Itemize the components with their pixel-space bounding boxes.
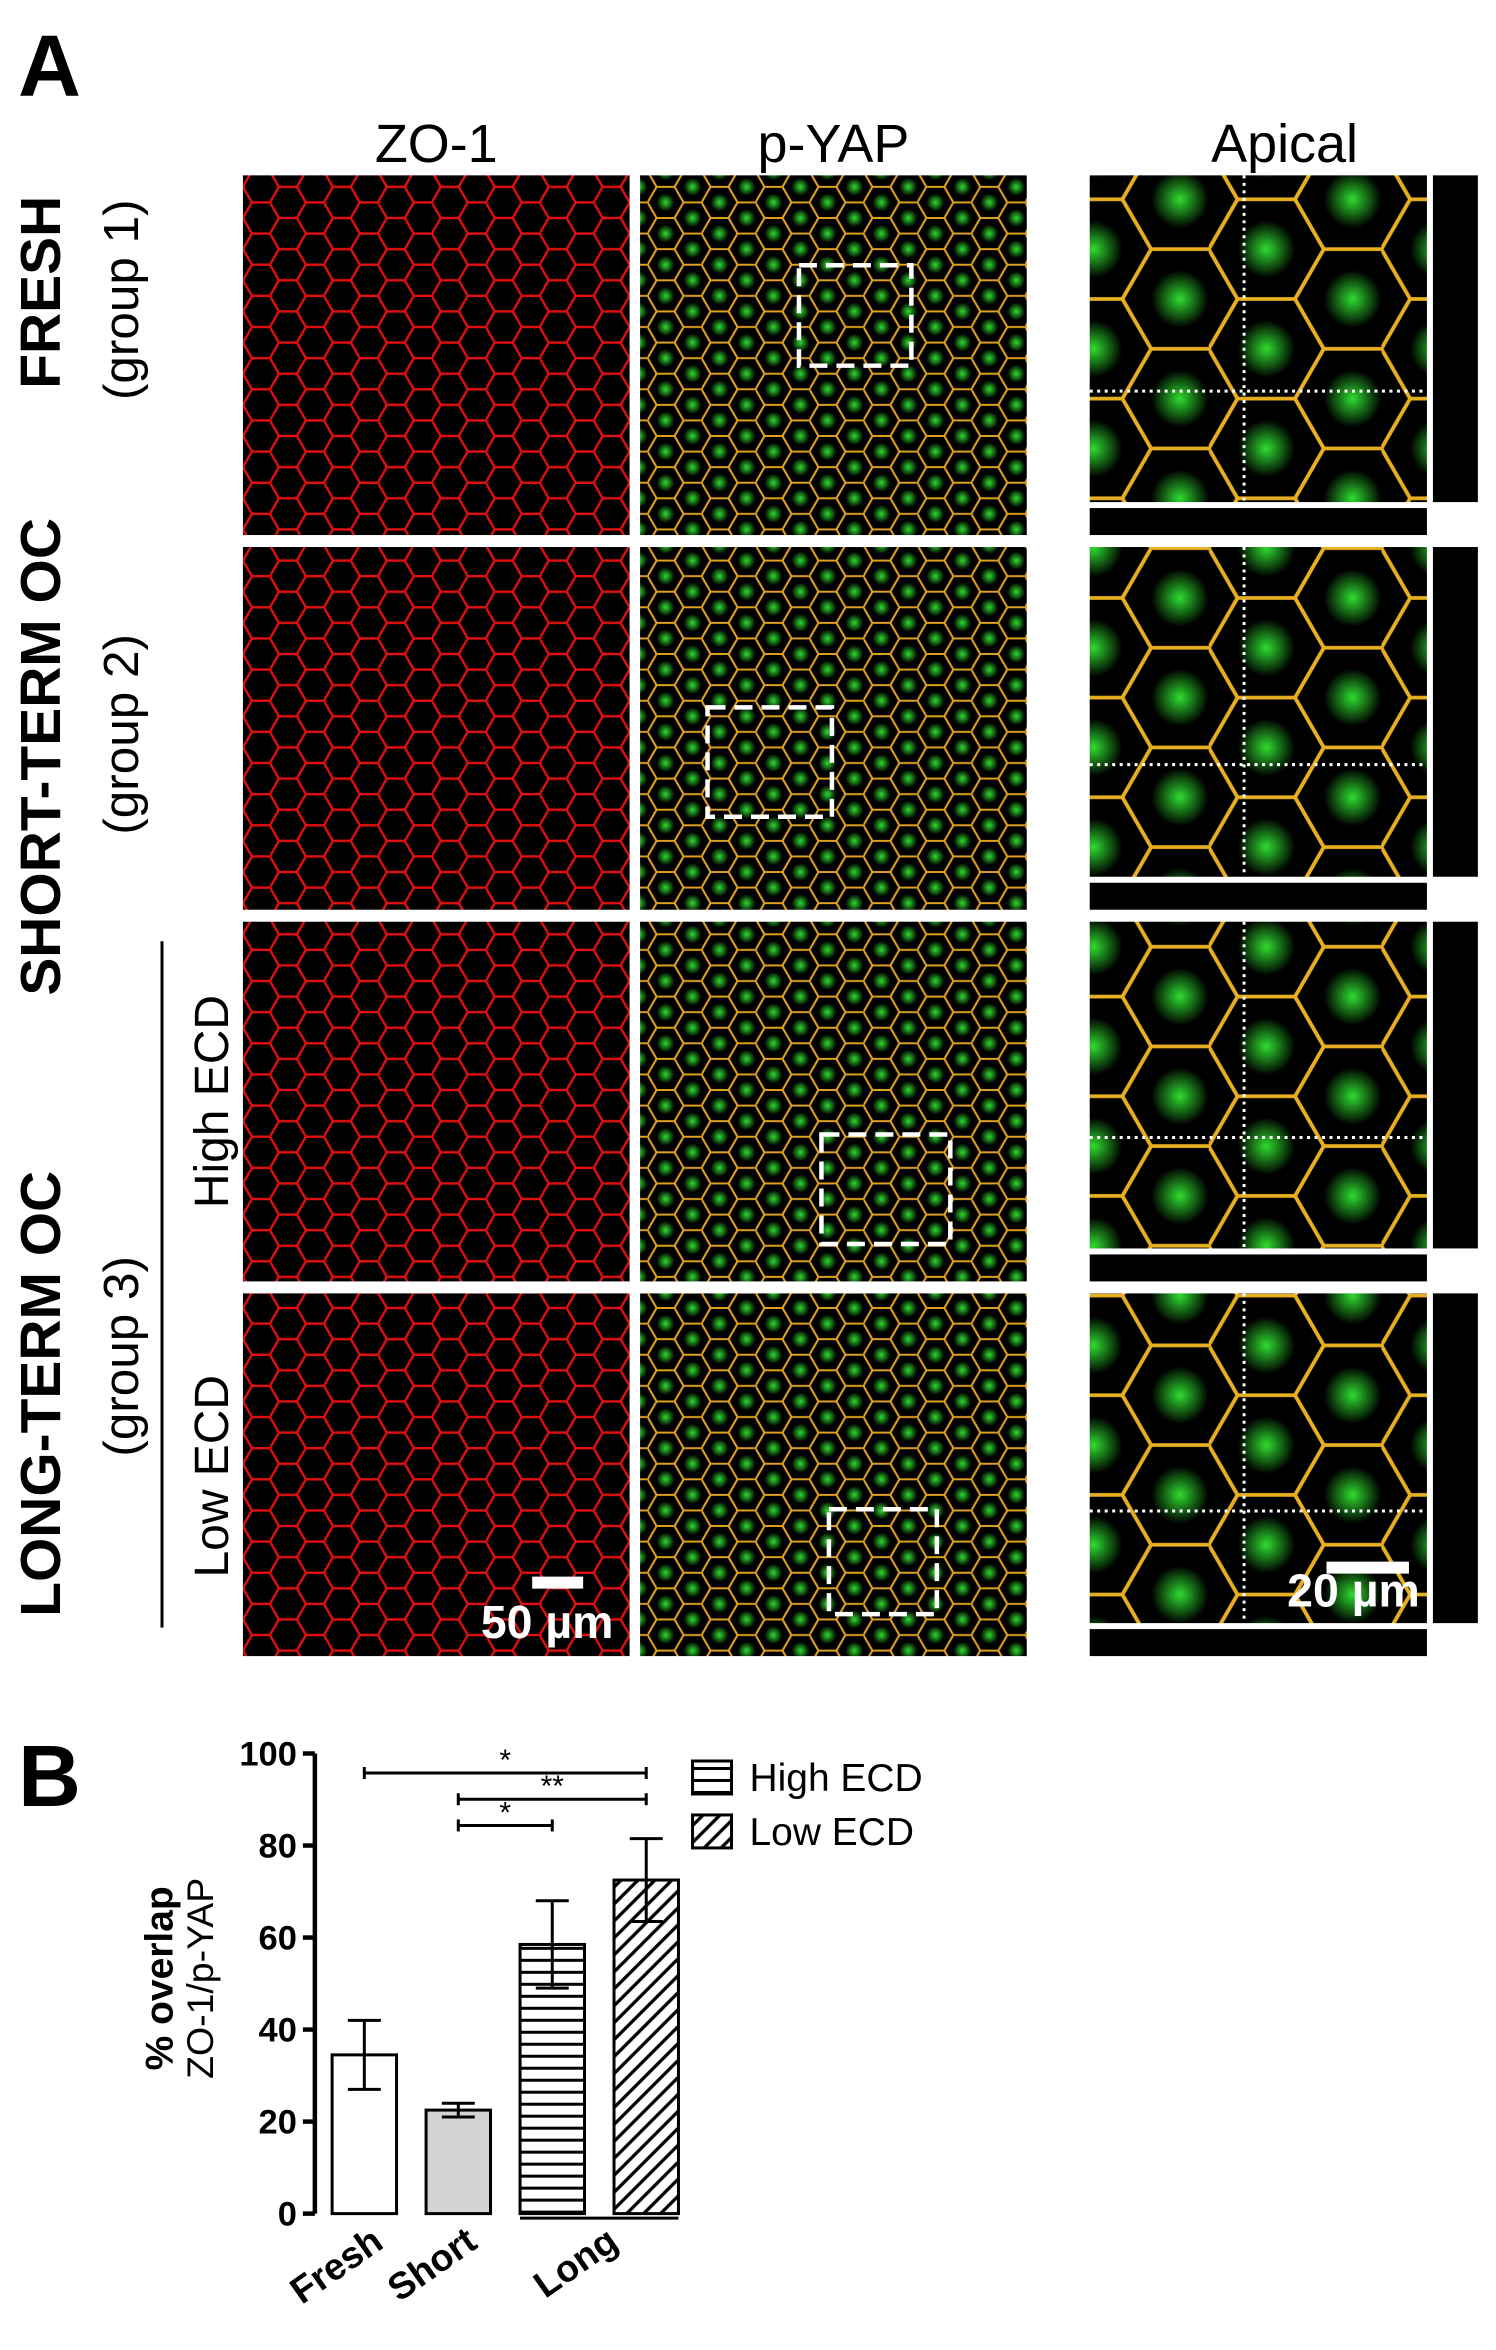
legend-label: High ECD — [749, 1757, 922, 1800]
micrograph-pyap — [640, 175, 1027, 536]
significance-label: * — [499, 1744, 511, 1777]
group-title: FRESH — [9, 196, 73, 389]
bar — [424, 2108, 493, 2216]
y-tick-label: 0 — [278, 2196, 297, 2234]
orthogonal-bottom — [1089, 882, 1427, 910]
bar — [330, 2053, 399, 2216]
subgroup-label: Low ECD — [186, 1375, 239, 1577]
orthogonal-side — [1432, 175, 1478, 503]
micrograph-zo1 — [242, 175, 630, 536]
y-axis-label: ZO-1/p-YAP — [179, 1878, 221, 2079]
column-header: Apical — [1211, 114, 1358, 174]
scale-bar-label: 20 µm — [1287, 1565, 1420, 1617]
legend-swatch — [691, 1759, 734, 1796]
column-header: ZO-1 — [375, 114, 498, 174]
bar — [612, 1878, 680, 2216]
y-tick-label: 100 — [239, 1735, 297, 1773]
zoom-box — [819, 1132, 953, 1247]
micrograph-zo1 — [242, 1293, 630, 1657]
group-subtitle: (group 3) — [94, 1256, 149, 1457]
zoom-box — [796, 263, 914, 368]
panel-label: A — [18, 18, 81, 115]
group-subtitle: (group 2) — [94, 634, 149, 835]
y-tick-label: 80 — [259, 1828, 297, 1866]
scale-bar-label: 50 µm — [481, 1596, 614, 1648]
orthogonal-bottom — [1089, 1629, 1427, 1657]
column-header: p-YAP — [757, 114, 909, 174]
micrograph-apical — [1089, 921, 1427, 1249]
y-tick-label: 40 — [259, 2012, 297, 2050]
x-tick-label: Short — [380, 2218, 485, 2309]
micrograph-zo1 — [242, 547, 630, 910]
micrograph-apical — [1089, 175, 1427, 503]
y-tick-label: 20 — [259, 2104, 297, 2142]
subgroup-label: High ECD — [186, 995, 239, 1208]
zoom-box — [826, 1506, 940, 1617]
zoom-box — [705, 705, 835, 820]
group-subtitle: (group 1) — [94, 199, 149, 400]
panel-label: B — [18, 1728, 81, 1825]
orthogonal-bottom — [1089, 508, 1427, 536]
orthogonal-side — [1432, 921, 1478, 1249]
micrographs — [242, 175, 1478, 1657]
group-title: SHORT-TERM OC — [9, 518, 73, 996]
significance-label: * — [499, 1796, 511, 1829]
micrograph-zo1 — [242, 921, 630, 1282]
legend-label: Low ECD — [749, 1811, 914, 1854]
micrograph-pyap — [640, 921, 1027, 1282]
orthogonal-side — [1432, 1293, 1478, 1624]
x-tick-label: Fresh — [282, 2219, 390, 2312]
micrograph-pyap — [640, 1293, 1027, 1657]
legend-swatch — [691, 1813, 734, 1850]
significance-label: ** — [541, 1770, 565, 1803]
orthogonal-bottom — [1089, 1254, 1427, 1282]
y-axis-label: % overlap — [138, 1886, 181, 2070]
orthogonal-side — [1432, 547, 1478, 877]
micrograph-apical — [1089, 547, 1427, 877]
group-title: LONG-TERM OC — [9, 1171, 73, 1617]
y-tick-label: 60 — [259, 1920, 297, 1958]
x-tick-label: Long — [526, 2219, 625, 2306]
